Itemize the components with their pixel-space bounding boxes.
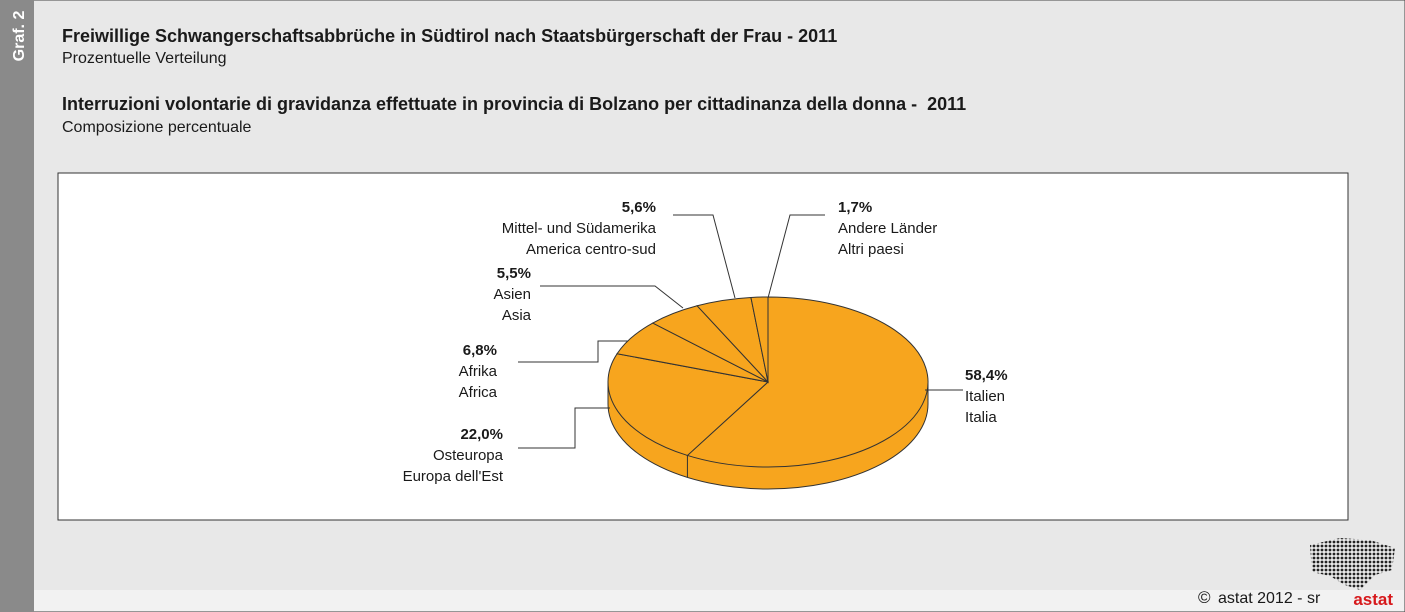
pie: 58,4% Italien Italia 22,0% Osteuropa Europa d… <box>403 199 1008 490</box>
category-label-it: Africa <box>459 384 498 401</box>
category-label: Afrika <box>459 363 498 380</box>
leader-line <box>518 340 628 363</box>
pie-slice <box>607 353 770 456</box>
category-label: Mittel- und Südamerika <box>502 220 657 237</box>
category-label: Italien <box>965 388 1005 405</box>
logo-text: astat <box>1353 590 1393 609</box>
title-de: Freiwillige Schwangerschaftsabbrüche in … <box>62 26 837 46</box>
copyright: © <box>1198 588 1211 607</box>
category-label: Osteuropa <box>433 447 504 464</box>
leader-line <box>540 285 684 309</box>
leader-line <box>767 214 825 299</box>
value-label: 5,6% <box>622 199 656 216</box>
graf-label: Graf. 2 <box>11 11 28 62</box>
side-bar <box>0 0 34 612</box>
category-label-it: America centro-sud <box>526 241 656 258</box>
category-label: Andere Länder <box>838 220 937 237</box>
value-label: 58,4% <box>965 367 1008 384</box>
leader-line <box>673 214 736 299</box>
value-label: 22,0% <box>460 426 503 443</box>
category-label: Asien <box>493 286 531 303</box>
value-label: 1,7% <box>838 199 872 216</box>
value-label: 5,5% <box>497 265 531 282</box>
category-label-it: Asia <box>502 307 532 324</box>
footer-strip <box>34 590 1404 611</box>
title-it: Interruzioni volontarie di gravidanza ef… <box>62 94 966 114</box>
category-label-it: Europa dell'Est <box>403 468 504 485</box>
logo-shape <box>1310 538 1395 590</box>
pie-slice <box>686 296 929 468</box>
category-label-it: Italia <box>965 409 997 426</box>
value-label: 6,8% <box>463 342 497 359</box>
category-label-it: Altri paesi <box>838 241 904 258</box>
leader-line <box>518 407 610 449</box>
credit: astat 2012 - sr <box>1218 590 1321 607</box>
subtitle-de: Prozentuelle Verteilung <box>62 50 227 67</box>
subtitle-it: Composizione percentuale <box>62 119 252 136</box>
